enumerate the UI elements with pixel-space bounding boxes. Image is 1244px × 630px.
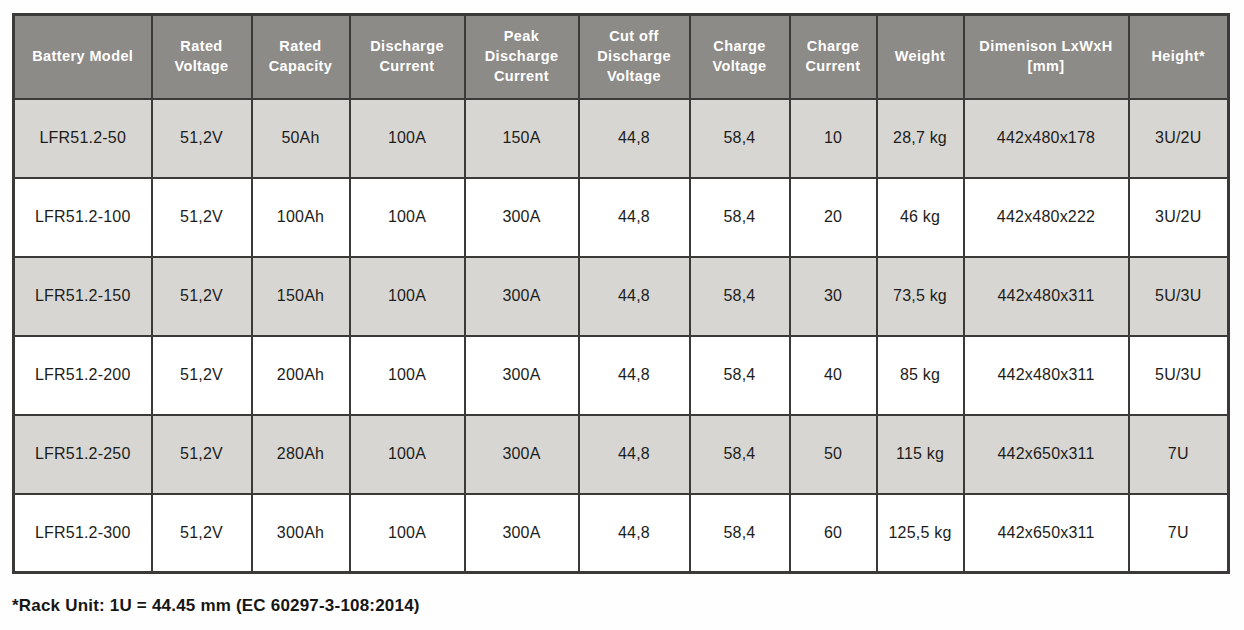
table-cell: 44,8	[579, 257, 690, 336]
table-cell: 150Ah	[252, 257, 350, 336]
table-cell: 50Ah	[252, 99, 350, 178]
table-cell: 58,4	[690, 178, 790, 257]
table-cell: 44,8	[579, 494, 690, 573]
table-cell: 73,5 kg	[877, 257, 964, 336]
table-cell: 51,2V	[152, 494, 252, 573]
table-row: LFR51.2-30051,2V300Ah100A300A44,858,4601…	[14, 494, 1229, 573]
table-cell: 442x480x311	[964, 336, 1129, 415]
table-cell: 5U/3U	[1129, 336, 1229, 415]
table-header: Battery ModelRated VoltageRated Capacity…	[14, 15, 1229, 99]
table-cell: 200Ah	[252, 336, 350, 415]
table-cell: 115 kg	[877, 415, 964, 494]
table-cell: 28,7 kg	[877, 99, 964, 178]
table-cell: 20	[790, 178, 877, 257]
table-body: LFR51.2-5051,2V50Ah100A150A44,858,41028,…	[14, 99, 1229, 573]
column-header: Peak Discharge Current	[465, 15, 579, 99]
table-cell: 300A	[465, 178, 579, 257]
column-header: Weight	[877, 15, 964, 99]
table-cell: 100Ah	[252, 178, 350, 257]
table-cell: 100A	[350, 99, 465, 178]
column-header: Charge Current	[790, 15, 877, 99]
table-cell: 44,8	[579, 336, 690, 415]
column-header: Charge Voltage	[690, 15, 790, 99]
table-row: LFR51.2-25051,2V280Ah100A300A44,858,4501…	[14, 415, 1229, 494]
column-header: Rated Voltage	[152, 15, 252, 99]
column-header: Rated Capacity	[252, 15, 350, 99]
column-header: Height*	[1129, 15, 1229, 99]
table-cell: 442x480x178	[964, 99, 1129, 178]
rack-unit-footnote: *Rack Unit: 1U = 44.45 mm (EC 60297-3-10…	[12, 596, 1244, 616]
table-cell: 100A	[350, 494, 465, 573]
table-cell: 5U/3U	[1129, 257, 1229, 336]
table-cell: 58,4	[690, 99, 790, 178]
table-cell: LFR51.2-300	[14, 494, 152, 573]
table-cell: 10	[790, 99, 877, 178]
table-cell: 40	[790, 336, 877, 415]
table-cell: 442x650x311	[964, 494, 1129, 573]
table-cell: 442x650x311	[964, 415, 1129, 494]
table-cell: 51,2V	[152, 99, 252, 178]
table-cell: 51,2V	[152, 336, 252, 415]
table-cell: 51,2V	[152, 257, 252, 336]
battery-spec-table: Battery ModelRated VoltageRated Capacity…	[12, 13, 1230, 574]
table-cell: 51,2V	[152, 178, 252, 257]
table-cell: 300A	[465, 415, 579, 494]
table-cell: 44,8	[579, 178, 690, 257]
table-row: LFR51.2-5051,2V50Ah100A150A44,858,41028,…	[14, 99, 1229, 178]
table-cell: 100A	[350, 336, 465, 415]
table-row: LFR51.2-20051,2V200Ah100A300A44,858,4408…	[14, 336, 1229, 415]
table-cell: 30	[790, 257, 877, 336]
table-cell: 100A	[350, 415, 465, 494]
table-cell: 58,4	[690, 257, 790, 336]
table-cell: LFR51.2-50	[14, 99, 152, 178]
table-cell: 150A	[465, 99, 579, 178]
table-cell: 3U/2U	[1129, 178, 1229, 257]
column-header: Battery Model	[14, 15, 152, 99]
header-row: Battery ModelRated VoltageRated Capacity…	[14, 15, 1229, 99]
table-cell: LFR51.2-250	[14, 415, 152, 494]
table-cell: LFR51.2-150	[14, 257, 152, 336]
table-cell: 300Ah	[252, 494, 350, 573]
table-cell: 46 kg	[877, 178, 964, 257]
table-row: LFR51.2-15051,2V150Ah100A300A44,858,4307…	[14, 257, 1229, 336]
table-cell: 300A	[465, 336, 579, 415]
column-header: Discharge Current	[350, 15, 465, 99]
table-cell: 7U	[1129, 494, 1229, 573]
table-cell: 51,2V	[152, 415, 252, 494]
table-cell: 7U	[1129, 415, 1229, 494]
table-row: LFR51.2-10051,2V100Ah100A300A44,858,4204…	[14, 178, 1229, 257]
table-cell: 85 kg	[877, 336, 964, 415]
column-header: Cut off Discharge Voltage	[579, 15, 690, 99]
table-cell: 100A	[350, 178, 465, 257]
table-cell: 44,8	[579, 415, 690, 494]
table-cell: 58,4	[690, 494, 790, 573]
table-cell: 58,4	[690, 336, 790, 415]
table-cell: LFR51.2-100	[14, 178, 152, 257]
table-cell: 442x480x311	[964, 257, 1129, 336]
table-cell: 100A	[350, 257, 465, 336]
table-cell: 300A	[465, 257, 579, 336]
table-cell: 44,8	[579, 99, 690, 178]
table-cell: LFR51.2-200	[14, 336, 152, 415]
table-cell: 125,5 kg	[877, 494, 964, 573]
table-cell: 3U/2U	[1129, 99, 1229, 178]
table-cell: 442x480x222	[964, 178, 1129, 257]
table-cell: 60	[790, 494, 877, 573]
table-cell: 50	[790, 415, 877, 494]
table-cell: 300A	[465, 494, 579, 573]
table-cell: 280Ah	[252, 415, 350, 494]
table-cell: 58,4	[690, 415, 790, 494]
column-header: Dimenison LxWxH [mm]	[964, 15, 1129, 99]
